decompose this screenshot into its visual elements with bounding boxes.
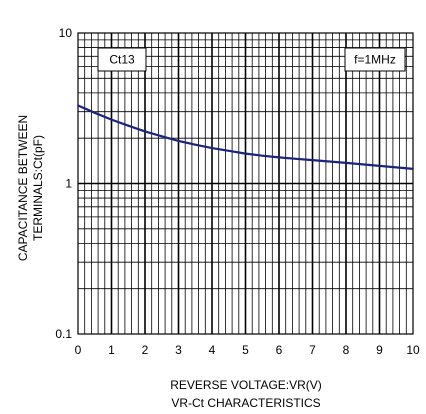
- condition-annotation: f=1MHz: [344, 47, 406, 72]
- data-point: [311, 159, 314, 162]
- part-label: Ct13: [109, 53, 135, 67]
- x-tick-label: 2: [142, 343, 149, 357]
- plot-frame: [77, 32, 414, 335]
- x-tick-label: 1: [108, 343, 115, 357]
- y-tick-label: 10: [59, 26, 73, 40]
- chart-title: VR-Ct CHARACTERISTICS: [171, 396, 320, 410]
- data-point: [77, 104, 79, 107]
- x-tick-label: 5: [242, 343, 249, 357]
- y-axis-label-line-2: TERMINALS:Ct(pF): [31, 135, 45, 241]
- y-axis-label-line-1: CAPACITANCE BETWEEN: [16, 115, 30, 261]
- part-box: [97, 47, 147, 72]
- x-tick-label: 4: [209, 343, 216, 357]
- part-annotation: Ct13: [97, 47, 147, 72]
- data-point: [127, 124, 130, 127]
- data-point: [395, 166, 398, 169]
- data-point: [110, 118, 113, 121]
- data-point: [261, 154, 264, 157]
- x-tick-label: 10: [406, 343, 420, 357]
- y-tick-label: 1: [65, 177, 72, 191]
- condition-label: f=1MHz: [354, 53, 396, 67]
- x-tick-label: 9: [376, 343, 383, 357]
- y-tick-label: 0.1: [55, 327, 72, 341]
- data-point: [361, 163, 364, 166]
- data-point: [227, 149, 230, 152]
- y-axis-label: CAPACITANCE BETWEEN TERMINALS:Ct(pF): [16, 115, 45, 261]
- data-point: [244, 152, 247, 155]
- data-point: [294, 157, 297, 160]
- x-axis-label: REVERSE VOLTAGE:VR(V): [170, 378, 322, 392]
- condition-box: [344, 47, 406, 72]
- data-point: [345, 162, 347, 164]
- data-point: [378, 164, 381, 167]
- grid: [78, 33, 413, 334]
- data-point: [211, 147, 213, 149]
- x-tick-label: 6: [276, 343, 283, 357]
- data-point: [160, 135, 163, 138]
- data-point: [412, 168, 414, 170]
- x-tick-label: 3: [175, 343, 182, 357]
- data-point: [278, 156, 280, 159]
- series-points: [77, 104, 414, 170]
- data-point: [93, 111, 96, 114]
- data-point: [194, 143, 197, 146]
- data-point: [328, 160, 331, 163]
- x-tick-label: 0: [75, 343, 82, 357]
- data-point: [144, 130, 146, 133]
- tick-labels: 0 1 2 3 4 5 6 7 8 9 10 0.1 1 10: [55, 26, 420, 357]
- x-tick-label: 8: [343, 343, 350, 357]
- x-tick-label: 7: [309, 343, 316, 357]
- data-point: [177, 139, 180, 142]
